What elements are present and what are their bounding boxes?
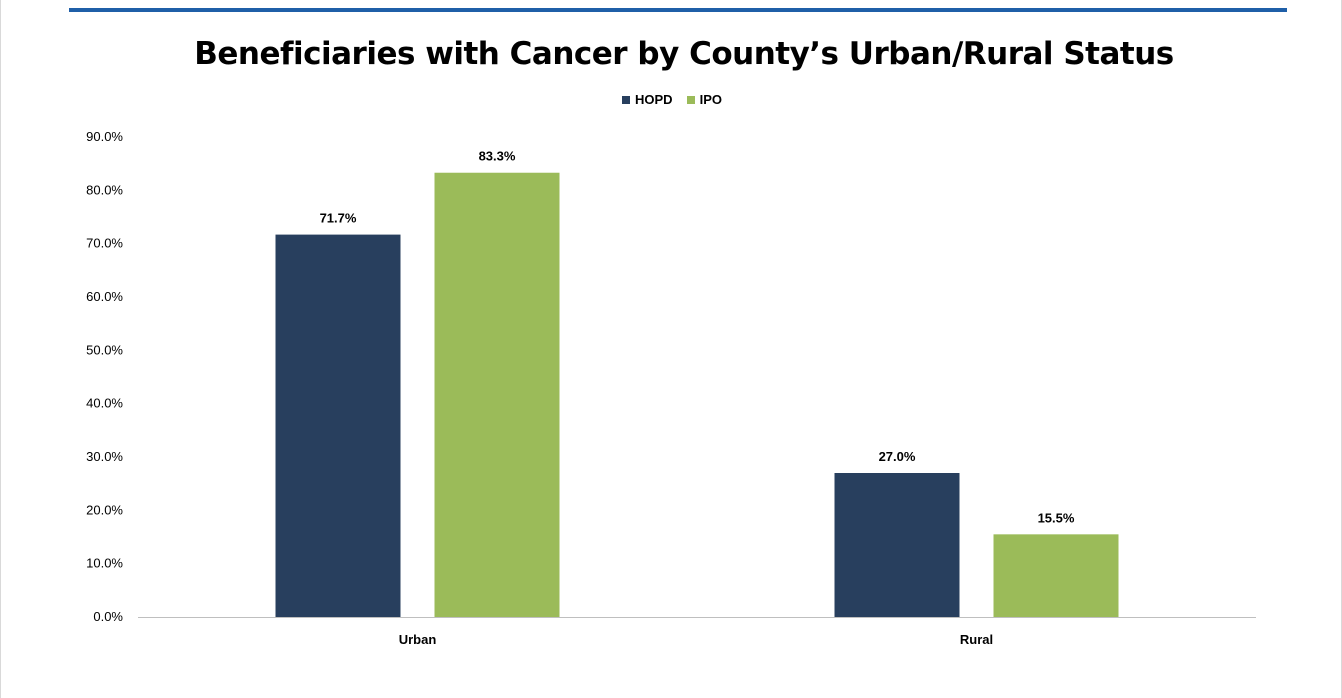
y-tick-label: 80.0% xyxy=(86,182,123,197)
y-tick-label: 40.0% xyxy=(86,396,123,411)
y-tick-label: 50.0% xyxy=(86,342,123,357)
data-label-hopd-urban: 71.7% xyxy=(320,211,357,226)
y-tick-label: 60.0% xyxy=(86,289,123,304)
bar-ipo-rural xyxy=(994,534,1119,617)
y-tick-label: 30.0% xyxy=(86,449,123,464)
x-category-label: Rural xyxy=(960,632,993,647)
y-tick-label: 90.0% xyxy=(86,129,123,144)
data-label-hopd-rural: 27.0% xyxy=(879,449,916,464)
y-tick-label: 10.0% xyxy=(86,556,123,571)
data-label-ipo-urban: 83.3% xyxy=(479,149,516,164)
data-label-ipo-rural: 15.5% xyxy=(1038,510,1075,525)
bar-hopd-rural xyxy=(835,473,960,617)
bar-ipo-urban xyxy=(435,173,560,617)
bar-hopd-urban xyxy=(276,235,401,617)
y-tick-label: 0.0% xyxy=(93,609,123,624)
x-category-label: Urban xyxy=(399,632,437,647)
y-tick-label: 20.0% xyxy=(86,502,123,517)
y-tick-label: 70.0% xyxy=(86,236,123,251)
